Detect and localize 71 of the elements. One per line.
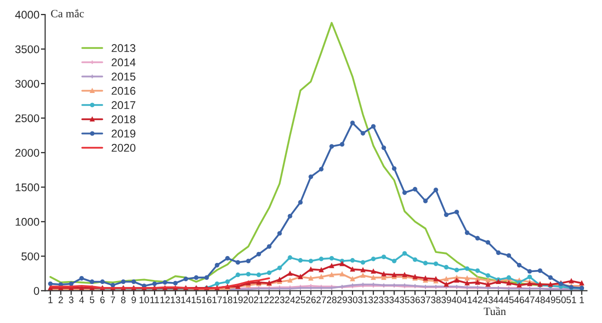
x-tick-label: 5	[90, 296, 94, 304]
x-tick-label: 28	[326, 296, 337, 304]
x-tick-label: 51	[566, 296, 576, 304]
legend-label: 2015	[112, 72, 136, 81]
x-tick-label: 16	[202, 296, 212, 304]
x-tick-label: 8	[121, 296, 126, 304]
x-tick-label: 32	[368, 296, 378, 304]
x-tick-label: 41	[462, 296, 472, 304]
x-tick-label: 23	[274, 296, 284, 304]
x-tick-label: 9	[132, 296, 136, 304]
x-tick-label: 11	[150, 296, 159, 304]
legend-label: 2014	[112, 58, 136, 66]
x-tick-label: 44	[493, 296, 504, 304]
x-tick-label: 45	[504, 296, 514, 304]
x-tick-label: 25	[296, 296, 306, 304]
y-tick-label: 2000	[15, 148, 40, 157]
y-tick-label: 2500	[15, 114, 40, 122]
y-tick-label: 4000	[15, 10, 40, 19]
legend-label: 2019	[112, 130, 136, 138]
x-tick-label: 2	[58, 296, 63, 304]
x-tick-label: 38	[430, 296, 441, 304]
y-tick-label: 1500	[16, 183, 40, 192]
x-tick-label: 24	[285, 296, 295, 304]
x-tick-label: 22	[264, 296, 274, 304]
y-tick-label: 1000	[16, 218, 40, 226]
legend-label: 2016	[112, 86, 136, 95]
x-tick-label: 31	[358, 296, 368, 304]
x-tick-label: 48	[535, 296, 545, 304]
legend-label: 2017	[112, 101, 136, 110]
x-tick-label: 29	[337, 296, 347, 304]
legend-label: 2013	[112, 44, 136, 52]
x-tick-label: 26	[306, 296, 316, 304]
x-tick-label: 19	[233, 296, 243, 304]
x-tick-label: 34	[389, 296, 400, 304]
x-tick-label: 1	[48, 296, 53, 304]
x-tick-label: 1	[580, 296, 584, 304]
x-tick-label: 36	[410, 296, 420, 304]
x-tick-label: 40	[452, 296, 462, 304]
x-tick-label: 6	[100, 296, 105, 304]
x-tick-label: 21	[254, 296, 264, 304]
x-tick-label: 7	[110, 296, 116, 304]
y-tick-label: 500	[22, 252, 40, 260]
y-tick-label: 3500	[15, 45, 40, 54]
x-tick-label: 33	[378, 296, 389, 304]
x-tick-label: 39	[441, 296, 452, 304]
x-tick-label: 42	[472, 296, 482, 304]
x-tick-label: 30	[348, 296, 358, 304]
x-tick-label: 46	[514, 296, 524, 304]
x-tick-label: 10	[140, 296, 150, 304]
y-tick-label: 3000	[15, 80, 40, 88]
x-tick-label: 35	[400, 296, 410, 304]
x-tick-label: 47	[524, 296, 534, 304]
x-tick-label: 18	[222, 296, 232, 304]
x-tick-label: 27	[316, 296, 326, 304]
x-tick-label: 37	[420, 296, 430, 304]
x-tick-label: 15	[192, 296, 202, 304]
x-tick-label: 4	[79, 296, 84, 304]
x-tick-label: 17	[212, 296, 222, 304]
x-tick-label: 12	[160, 296, 170, 304]
x-tick-label: 49	[545, 296, 556, 304]
x-tick-label: 3	[68, 296, 74, 304]
x-tick-label: 13	[170, 296, 180, 304]
legend-label: 2020	[112, 144, 136, 152]
x-tick-label: 14	[181, 296, 191, 304]
x-axis-title: Tuần	[484, 306, 506, 316]
x-tick-label: 20	[244, 296, 254, 304]
y-tick-label: 0	[34, 286, 40, 295]
y-axis-title: Ca mắc	[51, 9, 84, 18]
legend-label: 2018	[112, 115, 136, 124]
x-tick-label: 50	[556, 296, 566, 304]
x-tick-label: 43	[482, 296, 493, 304]
